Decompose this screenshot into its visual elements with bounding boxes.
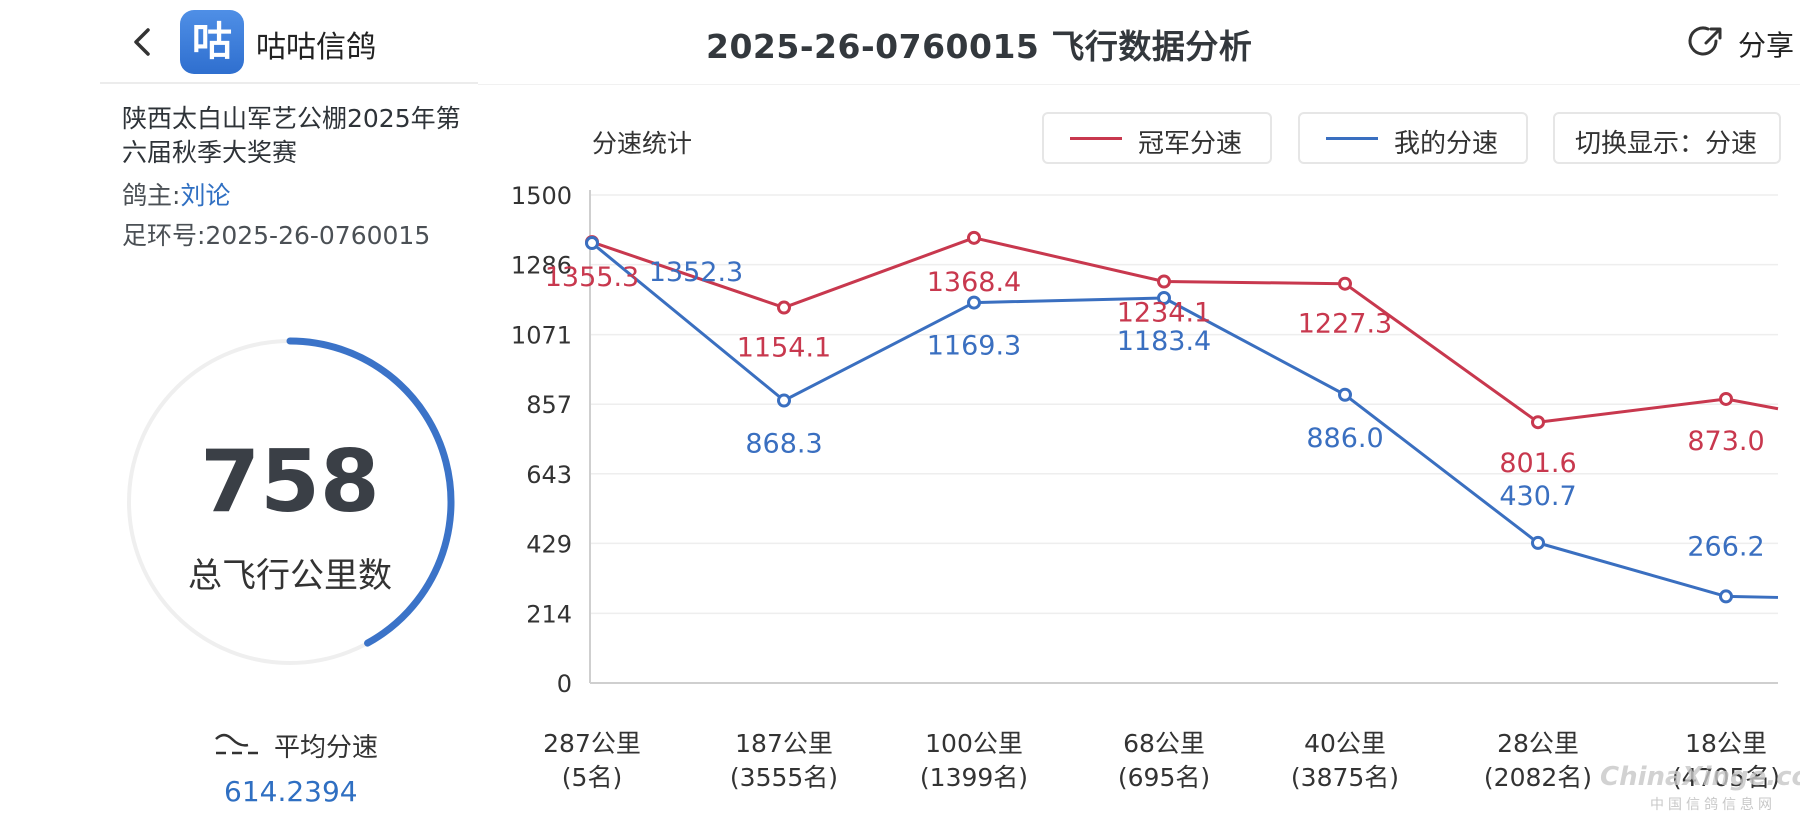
- y-tick-label: 1071: [511, 322, 572, 350]
- x-tick-label: 68公里: [1123, 729, 1205, 758]
- owner-name-link[interactable]: 刘论: [180, 181, 231, 210]
- x-tick-label: 287公里: [543, 729, 641, 758]
- legend-label-champion: 冠军分速: [1138, 129, 1243, 159]
- data-point-champion: [967, 230, 981, 245]
- data-label-champion: 1368.4: [927, 267, 1021, 298]
- app-logo: 咕: [180, 10, 244, 74]
- y-tick-label: 429: [526, 530, 572, 558]
- total-distance-gauge: 758 总飞行公里数: [122, 334, 458, 670]
- x-tick-label: 28公里: [1497, 729, 1579, 758]
- data-point-champion: [1157, 274, 1171, 289]
- chevron-left-icon: [134, 28, 150, 56]
- y-tick-label: 857: [526, 391, 572, 419]
- y-tick-label: 0: [557, 670, 572, 698]
- legend-champion-button[interactable]: 冠军分速: [1042, 112, 1272, 164]
- data-label-mine: 1183.4: [1117, 326, 1211, 357]
- share-icon: [1688, 26, 1722, 56]
- progress-ring-arc: [286, 337, 455, 647]
- data-label-mine: 430.7: [1499, 481, 1576, 512]
- data-label-mine: 1352.3: [649, 257, 743, 288]
- share-label: 分享: [1738, 29, 1795, 62]
- watermark-sub: 中国信鸽信息网: [1650, 797, 1776, 813]
- chart-title: 分速统计: [592, 129, 693, 158]
- owner-label: 鸽主:: [122, 181, 181, 210]
- x-tick-label: 40公里: [1304, 729, 1386, 758]
- back-button[interactable]: [124, 22, 160, 62]
- legend-swatch-mine: [1326, 137, 1378, 140]
- toggle-display-label: 切换显示：分速: [1575, 129, 1758, 159]
- data-label-champion: 1154.1: [737, 333, 831, 364]
- divider: [478, 84, 1800, 85]
- x-tick-sublabel: (1399名): [920, 763, 1028, 792]
- data-label-mine: 868.3: [745, 429, 822, 460]
- avg-speed-value: 614.2394: [224, 775, 358, 808]
- data-point-mine: [1531, 535, 1545, 550]
- page-title: 2025-26-0760015 飞行数据分析: [706, 27, 1253, 66]
- data-point-champion: [1719, 391, 1733, 406]
- toggle-display-button[interactable]: 切换显示：分速: [1553, 112, 1781, 164]
- progress-ring: [127, 337, 455, 665]
- legend-swatch-champion: [1070, 137, 1122, 140]
- data-point-champion: [1338, 276, 1352, 291]
- owner-line: 鸽主:刘论: [122, 176, 230, 212]
- data-point-champion: [1531, 415, 1545, 430]
- x-tick-label: 100公里: [925, 729, 1023, 758]
- y-tick-label: 643: [526, 461, 572, 489]
- total-distance-value: 758: [200, 432, 380, 532]
- data-point-mine: [1157, 291, 1171, 306]
- x-tick-sublabel: (695名): [1118, 763, 1210, 792]
- watermark: ChinaXinge.com: [1600, 762, 1800, 792]
- legend-label-mine: 我的分速: [1394, 129, 1499, 159]
- data-label-champion: 873.0: [1687, 426, 1764, 457]
- x-tick-sublabel: (3875名): [1291, 763, 1399, 792]
- y-tick-label: 1286: [511, 252, 572, 280]
- data-point-mine: [585, 236, 599, 251]
- ring-number: 足环号:2025-26-0760015: [122, 221, 431, 250]
- x-tick-sublabel: (4705名): [1672, 763, 1780, 792]
- data-label-champion: 801.6: [1499, 448, 1576, 479]
- series-line-champion: [591, 236, 1779, 424]
- legend-mine-button[interactable]: 我的分速: [1298, 112, 1528, 164]
- x-tick-sublabel: (2082名): [1484, 763, 1592, 792]
- data-point-mine: [967, 295, 981, 310]
- series-line-mine: [591, 241, 1779, 599]
- data-point-champion: [777, 300, 791, 315]
- header: 咕 咕咕信鸽 2025-26-0760015 飞行数据分析 分享: [0, 0, 1800, 85]
- data-point-mine: [1719, 589, 1733, 604]
- app-name: 咕咕信鸽: [256, 30, 376, 65]
- y-tick-label: 214: [526, 600, 572, 628]
- speed-wave-icon: [215, 733, 258, 755]
- x-tick-sublabel: (3555名): [730, 763, 838, 792]
- race-title: 陕西太白山军艺公棚2025年第六届秋季大奖赛: [122, 104, 461, 167]
- x-tick-label: 18公里: [1685, 729, 1767, 758]
- data-label-mine: 1169.3: [927, 331, 1021, 362]
- data-label-mine: 886.0: [1306, 423, 1383, 454]
- total-distance-label: 总飞行公里数: [188, 556, 392, 596]
- avg-speed-label: 平均分速: [274, 733, 379, 763]
- data-label-champion: 1355.3: [545, 262, 639, 293]
- y-tick-label: 1500: [511, 182, 572, 210]
- divider: [100, 82, 478, 84]
- data-label-champion: 1234.1: [1117, 298, 1211, 329]
- data-label-champion: 1227.3: [1298, 309, 1392, 340]
- x-tick-label: 187公里: [735, 729, 833, 758]
- data-point-mine: [1338, 387, 1352, 402]
- data-label-mine: 266.2: [1687, 531, 1764, 562]
- x-tick-sublabel: (5名): [562, 763, 622, 792]
- data-point-mine: [777, 393, 791, 408]
